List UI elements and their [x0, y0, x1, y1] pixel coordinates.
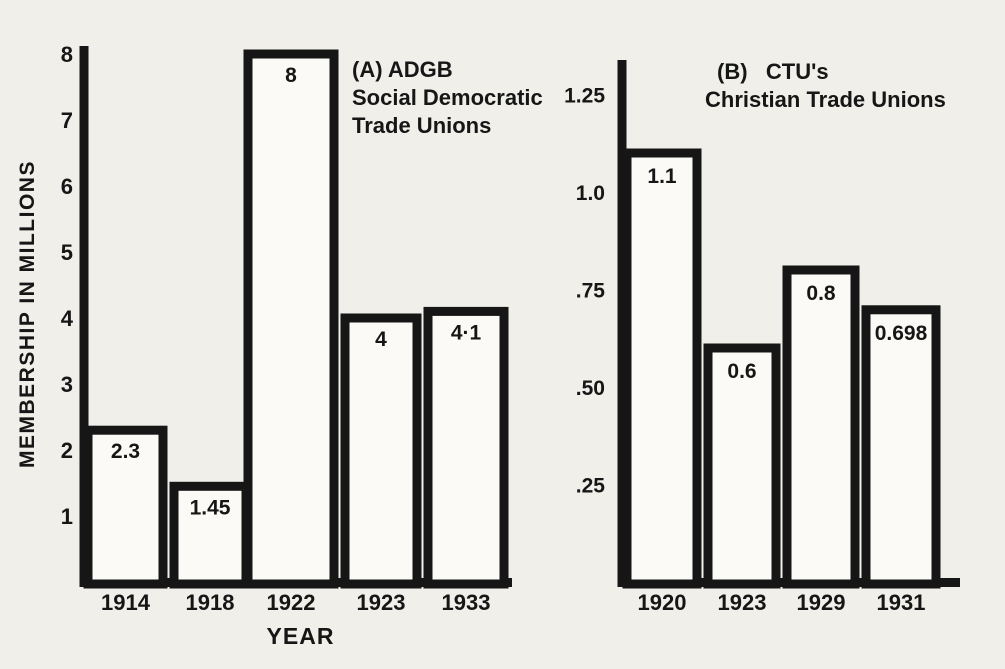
- bar: [703, 343, 781, 589]
- chart-a-title: (A) ADGB Social Democratic Trade Unions: [352, 56, 543, 140]
- bar-value-label: 0.6: [727, 360, 756, 383]
- x-tick-label: 1929: [797, 590, 846, 615]
- bar-value-label: 2.3: [111, 440, 140, 463]
- x-tick-label: 1920: [638, 590, 687, 615]
- bar: [340, 313, 422, 589]
- x-tick-label: 1933: [442, 590, 491, 615]
- y-tick-label: 1: [61, 504, 73, 529]
- y-tick-label: .25: [576, 475, 606, 498]
- bar: [861, 305, 941, 589]
- bar: [782, 265, 860, 589]
- x-tick-label: 1923: [357, 590, 406, 615]
- y-tick-label: 1.25: [564, 85, 605, 108]
- y-axis-title: MEMBERSHIP IN MILLIONS: [16, 160, 39, 468]
- x-tick-label: 1914: [101, 590, 151, 615]
- y-axis-line: [79, 46, 89, 587]
- y-tick-label: 2: [61, 438, 73, 463]
- x-tick-label: 1918: [186, 590, 235, 615]
- bar-value-label: 1.1: [647, 165, 677, 188]
- chart-b-title-line2: Christian Trade Unions: [705, 87, 946, 112]
- bar: [243, 49, 339, 589]
- bar-value-label: 4: [375, 328, 387, 351]
- bar-value-label: 8: [285, 64, 297, 87]
- bar: [83, 425, 168, 589]
- chart-b-title-line1: (B) CTU's: [717, 59, 829, 84]
- y-axis-line: [617, 60, 627, 587]
- chart-b-title: (B) CTU's Christian Trade Unions: [705, 58, 946, 114]
- y-tick-label: 8: [61, 42, 73, 67]
- y-tick-label: 4: [61, 306, 74, 331]
- y-tick-label: 6: [61, 174, 73, 199]
- x-axis-title: YEAR: [266, 623, 335, 649]
- bar-value-label: 1.45: [190, 496, 231, 519]
- x-tick-label: 1923: [718, 590, 767, 615]
- y-tick-label: .75: [576, 280, 606, 303]
- bar: [622, 148, 702, 589]
- bar-value-label: 0.8: [806, 282, 836, 305]
- x-tick-label: 1931: [877, 590, 926, 615]
- bar-value-label: 0.698: [875, 322, 928, 345]
- y-tick-label: 7: [61, 108, 73, 133]
- y-tick-label: 3: [61, 372, 73, 397]
- bar: [423, 306, 509, 589]
- x-tick-label: 1922: [267, 590, 316, 615]
- chart-a-title-line3: Trade Unions: [352, 113, 492, 138]
- y-tick-label: .50: [576, 377, 605, 400]
- chart-a-title-line1: (A) ADGB: [352, 57, 453, 82]
- chart-a-title-line2: Social Democratic: [352, 85, 543, 110]
- y-tick-label: 5: [61, 240, 73, 265]
- bar-value-label: 4·1: [451, 321, 482, 344]
- y-tick-label: 1.0: [576, 182, 605, 205]
